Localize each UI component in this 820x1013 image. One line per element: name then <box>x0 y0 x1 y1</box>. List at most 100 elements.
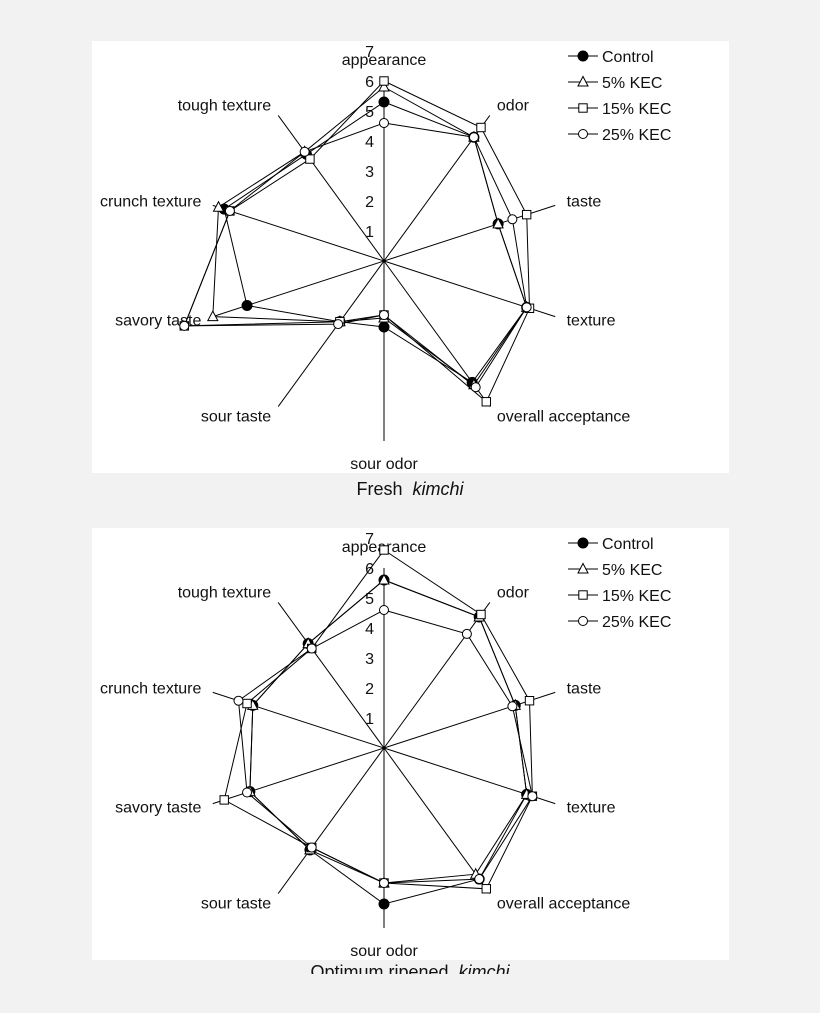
axis-label-overall-acceptance: overall acceptance <box>497 895 631 912</box>
series-line-control <box>223 101 528 384</box>
legend-item-5-kec: 5% KEC <box>568 562 662 579</box>
point-5-kec-taste <box>492 217 504 229</box>
axis-label-texture: texture <box>567 799 616 816</box>
point-15-kec-taste <box>521 209 532 220</box>
legend-label-15-kec: 15% KEC <box>602 588 671 605</box>
caption-prefix: Optimum ripened <box>310 962 449 974</box>
legend-label-25-kec: 25% KEC <box>602 127 671 144</box>
legend-item-25-kec: 25% KEC <box>568 127 671 144</box>
series-line-5-kec <box>249 579 528 884</box>
point-25-kec-sour-odor <box>379 878 389 888</box>
series-25-kec <box>233 605 538 888</box>
legend-item-15-kec: 15% KEC <box>568 101 671 118</box>
axis-line-sour-taste <box>277 747 385 894</box>
tick-label-1: 1 <box>365 224 374 241</box>
legend-label-5-kec: 5% KEC <box>602 75 662 92</box>
legend-marker-15-kec <box>578 103 588 113</box>
point-15-kec-appearance <box>379 76 389 86</box>
axis-line-sour-taste <box>277 260 385 407</box>
tick-label-3: 3 <box>365 651 374 668</box>
tick-label-4: 4 <box>365 134 374 151</box>
axis-labels: appearance odor taste texture overall accept… <box>100 52 630 473</box>
legend-item-control: Control <box>568 536 654 553</box>
axis-line-savory-taste <box>212 260 385 318</box>
caption-italic: kimchi <box>412 479 464 499</box>
legend-item-control: Control <box>568 49 654 66</box>
series-5-kec <box>244 573 533 888</box>
point-25-kec-savory-taste <box>179 320 190 331</box>
legend-item-25-kec: 25% KEC <box>568 614 671 631</box>
point-control-appearance <box>378 96 390 108</box>
axes-group <box>212 568 556 928</box>
series-25-kec <box>179 118 532 393</box>
legend-marker-control <box>577 537 589 549</box>
axis-label-sour-taste: sour taste <box>201 895 271 912</box>
legend-marker-25-kec <box>578 616 588 626</box>
axes-group <box>212 81 556 441</box>
tick-label-7: 7 <box>365 44 374 61</box>
axis-label-sour-odor: sour odor <box>350 456 418 473</box>
legend-label-5-kec: 5% KEC <box>602 562 662 579</box>
point-25-kec-savory-taste <box>242 787 253 798</box>
point-15-kec-tough-texture <box>305 154 315 164</box>
legend: Control 5% KEC 15% KEC 25% KEC <box>568 49 671 144</box>
series-15-kec <box>179 76 535 407</box>
point-25-kec-sour-taste <box>333 319 344 330</box>
point-25-kec-overall-acceptance <box>474 874 485 885</box>
point-25-kec-sour-odor <box>379 310 389 320</box>
axis-label-tough-texture: tough texture <box>178 585 272 602</box>
legend-item-5-kec: 5% KEC <box>568 75 662 92</box>
point-15-kec-crunch-texture <box>242 698 252 709</box>
axis-label-sour-taste: sour taste <box>201 408 271 425</box>
chart-caption-fresh: Fresh kimchi <box>0 479 820 500</box>
axis-label-odor: odor <box>497 585 530 602</box>
axis-label-texture: texture <box>567 312 616 329</box>
point-25-kec-texture <box>527 791 538 802</box>
tick-label-5: 5 <box>365 591 374 608</box>
axis-label-taste: taste <box>567 681 602 698</box>
axis-label-odor: odor <box>497 98 530 115</box>
point-15-kec-savory-taste <box>219 795 229 805</box>
axis-line-tough-texture <box>277 115 385 262</box>
chart-panel-fresh: appearance odor taste texture overall accept… <box>92 41 729 473</box>
tick-label-2: 2 <box>365 194 374 211</box>
point-25-kec-overall-acceptance <box>470 382 481 393</box>
legend-item-15-kec: 15% KEC <box>568 588 671 605</box>
point-25-kec-texture <box>521 302 532 313</box>
point-25-kec-tough-texture <box>306 643 317 654</box>
axis-line-overall-acceptance <box>383 747 491 894</box>
tick-label-6: 6 <box>365 74 374 91</box>
axis-label-savory-taste: savory taste <box>115 799 201 816</box>
point-15-kec-taste <box>524 696 535 706</box>
axis-label-crunch-texture: crunch texture <box>100 681 201 698</box>
point-5-kec-appearance <box>378 80 390 92</box>
point-25-kec-taste <box>507 214 518 225</box>
tick-labels: 1 2 3 4 5 6 7 <box>365 44 374 241</box>
axis-label-overall-acceptance: overall acceptance <box>497 408 631 425</box>
point-25-kec-crunch-texture <box>224 205 235 216</box>
tick-label-7: 7 <box>365 531 374 548</box>
legend-marker-15-kec <box>578 590 588 600</box>
point-25-kec-appearance <box>379 605 389 615</box>
legend-label-control: Control <box>602 49 654 66</box>
caption-italic: kimchi <box>458 962 510 974</box>
point-control-savory-taste <box>241 299 253 311</box>
legend-marker-control <box>577 50 589 62</box>
point-15-kec-overall-acceptance <box>481 397 491 407</box>
legend-marker-25-kec <box>578 129 588 139</box>
legend-label-15-kec: 15% KEC <box>602 101 671 118</box>
point-25-kec-odor <box>461 628 472 639</box>
legend-marker-5-kec <box>577 75 589 87</box>
legend-label-25-kec: 25% KEC <box>602 614 671 631</box>
point-15-kec-odor <box>476 122 486 133</box>
radar-chart-fresh: appearance odor taste texture overall accept… <box>100 44 671 473</box>
axis-line-savory-taste <box>212 747 385 805</box>
point-15-kec-appearance <box>379 545 389 555</box>
axis-line-crunch-texture <box>212 204 385 262</box>
tick-label-2: 2 <box>365 681 374 698</box>
series-line-25-kec <box>183 122 528 388</box>
point-control-sour-odor <box>378 898 390 910</box>
